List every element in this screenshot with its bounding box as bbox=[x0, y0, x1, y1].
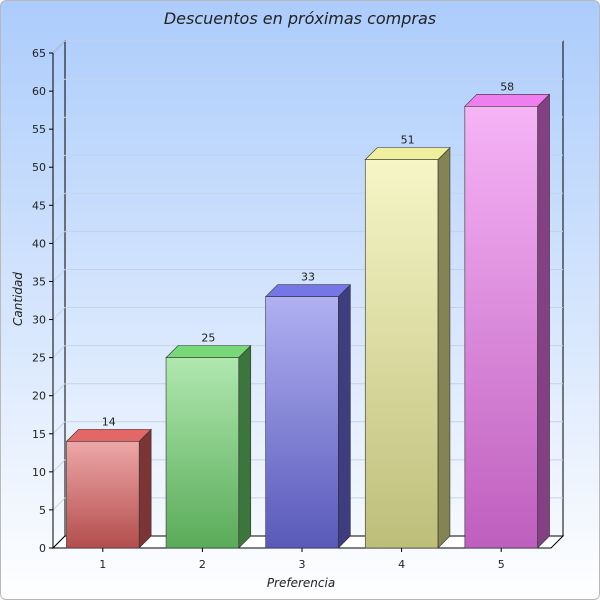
bar-side bbox=[138, 428, 152, 549]
y-axis-label: Cantidad bbox=[11, 272, 25, 326]
gridline-side bbox=[52, 421, 66, 435]
bar-side bbox=[238, 344, 252, 549]
x-tick-label: 2 bbox=[199, 558, 206, 571]
y-tick-label: 15 bbox=[32, 428, 46, 441]
x-tick-label: 5 bbox=[498, 558, 505, 571]
bar-front bbox=[165, 357, 240, 549]
y-tick-label: 0 bbox=[39, 542, 46, 555]
bar-side bbox=[437, 146, 451, 549]
y-tick-label: 30 bbox=[32, 314, 46, 327]
gridline-side bbox=[52, 383, 66, 397]
bar-front bbox=[66, 441, 140, 549]
chart-title: Descuentos en próximas compras bbox=[164, 9, 436, 28]
bar-value-label: 33 bbox=[301, 271, 315, 284]
bar-value-label: 51 bbox=[401, 134, 415, 147]
bar-front bbox=[364, 159, 439, 549]
bar-1 bbox=[65, 428, 152, 549]
bar-value-label: 58 bbox=[500, 80, 514, 93]
gridline-side bbox=[52, 269, 66, 282]
gridline-side bbox=[52, 459, 66, 473]
bar-top bbox=[464, 94, 551, 107]
bar-4 bbox=[364, 146, 451, 549]
bar-top bbox=[65, 429, 152, 442]
x-tick-label: 3 bbox=[299, 558, 306, 571]
y-tick-label: 35 bbox=[32, 275, 46, 288]
x-axis-label: Preferencia bbox=[267, 576, 335, 590]
gridline-side bbox=[52, 345, 66, 358]
bar-side bbox=[537, 93, 550, 549]
bar-front bbox=[265, 296, 339, 549]
y-tick-label: 5 bbox=[39, 504, 46, 517]
y-tick-label: 40 bbox=[32, 237, 46, 250]
y-tick-label: 65 bbox=[32, 47, 46, 60]
x-tick-label: 1 bbox=[99, 558, 106, 571]
bar-top bbox=[364, 147, 451, 160]
gridline-side bbox=[52, 116, 66, 130]
gridline-side bbox=[52, 307, 66, 320]
gridline-side bbox=[52, 154, 66, 168]
gridline-side bbox=[52, 497, 66, 511]
bar-front bbox=[464, 106, 538, 549]
bar-2 bbox=[165, 344, 252, 549]
y-tick-label: 25 bbox=[32, 352, 46, 365]
y-tick-label: 10 bbox=[32, 466, 46, 479]
gridline-side bbox=[52, 231, 66, 244]
y-tick-label: 55 bbox=[32, 123, 46, 136]
side-wall bbox=[52, 39, 66, 550]
bar-top bbox=[264, 284, 352, 297]
bar-5 bbox=[464, 93, 551, 549]
y-tick-label: 45 bbox=[32, 199, 46, 212]
bar-3 bbox=[264, 283, 352, 549]
gridline-side bbox=[52, 192, 66, 206]
y-tick-label: 20 bbox=[32, 390, 46, 403]
bar-top bbox=[165, 345, 252, 358]
bar-value-label: 14 bbox=[102, 415, 116, 428]
gridline-side bbox=[52, 40, 66, 54]
y-tick-label: 50 bbox=[32, 161, 46, 174]
gridline-side bbox=[52, 78, 66, 92]
plot-area: 0510152025303540455055606514125233351458… bbox=[32, 39, 565, 571]
x-tick-label: 4 bbox=[398, 558, 405, 571]
y-tick-label: 60 bbox=[32, 85, 46, 98]
bar-value-label: 25 bbox=[201, 332, 215, 345]
bar-side bbox=[338, 283, 351, 549]
